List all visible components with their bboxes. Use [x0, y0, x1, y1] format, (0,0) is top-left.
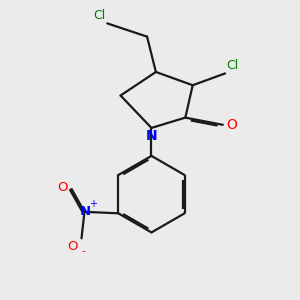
Text: Cl: Cl [94, 9, 106, 22]
Text: O: O [68, 240, 78, 253]
Text: N: N [80, 205, 91, 218]
Text: N: N [146, 129, 157, 143]
Text: O: O [57, 181, 68, 194]
Text: +: + [89, 199, 97, 208]
Text: -: - [81, 246, 85, 256]
Text: O: O [226, 118, 237, 132]
Text: Cl: Cl [226, 59, 239, 72]
